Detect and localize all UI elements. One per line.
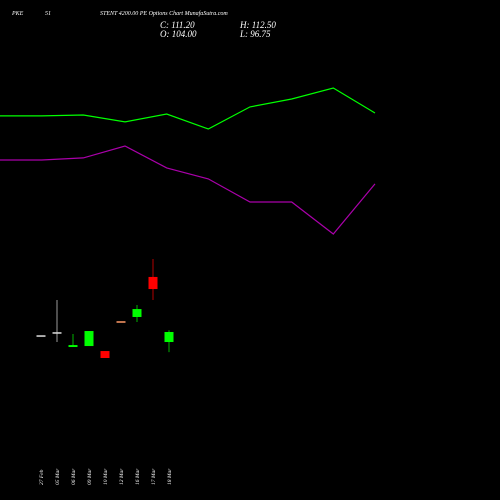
title-part: 51 xyxy=(45,11,51,17)
candle-body xyxy=(100,351,110,358)
x-tick-label: 27 Feb xyxy=(39,469,45,485)
close-label: C: 111.20 xyxy=(160,20,195,30)
title-part: PKE xyxy=(11,11,24,17)
x-tick-label: 10 Mar xyxy=(103,468,109,485)
candle-body xyxy=(132,309,142,317)
candle-body xyxy=(52,332,62,334)
x-tick-label: 12 Mar xyxy=(119,468,125,485)
indicator-line xyxy=(0,87,376,130)
x-tick-label: 05 Mar xyxy=(55,468,61,485)
title-part: STENT 4200.00 PE Options Chart MunafaSut… xyxy=(100,10,228,17)
x-tick-label: 16 Mar xyxy=(135,468,141,485)
high-label: H: 112.50 xyxy=(239,20,276,30)
candle-body xyxy=(148,276,158,290)
candle-body xyxy=(68,345,78,348)
indicator-line xyxy=(0,145,376,235)
low-label: L: 96.75 xyxy=(239,29,271,39)
x-tick-label: 17 Mar xyxy=(151,468,157,485)
candle-body xyxy=(36,335,46,337)
open-label: O: 104.00 xyxy=(160,29,197,39)
x-tick-label: 09 Mar xyxy=(87,468,93,485)
x-tick-label: 18 Mar xyxy=(167,468,173,485)
x-tick-label: 06 Mar xyxy=(71,468,77,485)
candle-body xyxy=(164,332,174,343)
candle-body xyxy=(84,331,94,347)
candle-body xyxy=(116,321,126,323)
